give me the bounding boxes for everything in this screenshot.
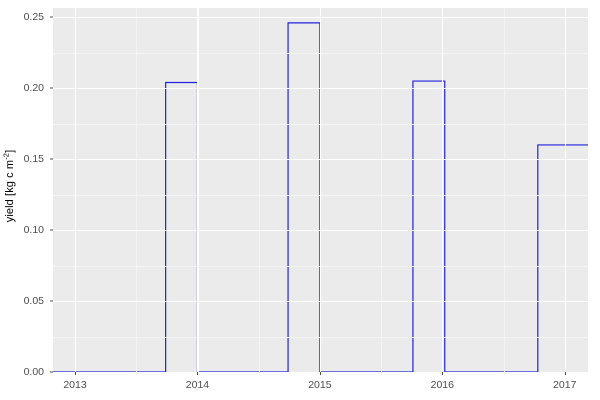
x-tick-label: 2013 (63, 379, 87, 391)
y-tick-mark (50, 158, 53, 160)
x-tick-mark (319, 372, 321, 375)
x-tick-label: 2016 (430, 379, 454, 391)
x-tick-label: 2014 (185, 379, 210, 391)
x-tick-mark (564, 372, 566, 375)
x-tick-mark (442, 372, 444, 375)
y-tick-label: 0.00 (23, 366, 44, 378)
gridline-major-vertical (197, 8, 199, 372)
y-tick-label: 0.10 (23, 224, 44, 237)
y-tick-mark (50, 300, 53, 302)
y-tick-mark (50, 87, 53, 89)
y-tick-label: 0.20 (23, 82, 44, 95)
plot-panel (53, 8, 588, 372)
gridline-major-vertical (75, 8, 77, 372)
gridline-major-vertical (564, 8, 566, 372)
y-tick-label: 0.25 (23, 11, 44, 24)
y-axis: 0.00 0.05 0.10 0.15 0.20 0.25 (0, 0, 53, 400)
x-tick-mark (197, 372, 199, 375)
y-tick-label: 0.05 (23, 295, 44, 308)
gridline-major-vertical (319, 8, 321, 372)
y-tick-mark (50, 371, 53, 373)
gridline-minor-vertical (381, 8, 382, 372)
gridline-major-vertical (442, 8, 444, 372)
gridline-minor-vertical (258, 8, 260, 372)
x-tick-mark (75, 372, 77, 375)
gridline-minor-vertical (136, 8, 137, 372)
x-axis: 2013 2014 2015 2016 2017 (0, 372, 600, 400)
y-tick-mark (50, 16, 53, 18)
y-tick-label: 0.15 (23, 153, 44, 166)
y-tick-mark (50, 229, 53, 231)
x-tick-label: 2015 (308, 379, 332, 391)
x-tick-label: 2017 (553, 379, 577, 391)
gridline-minor-vertical (503, 8, 505, 372)
